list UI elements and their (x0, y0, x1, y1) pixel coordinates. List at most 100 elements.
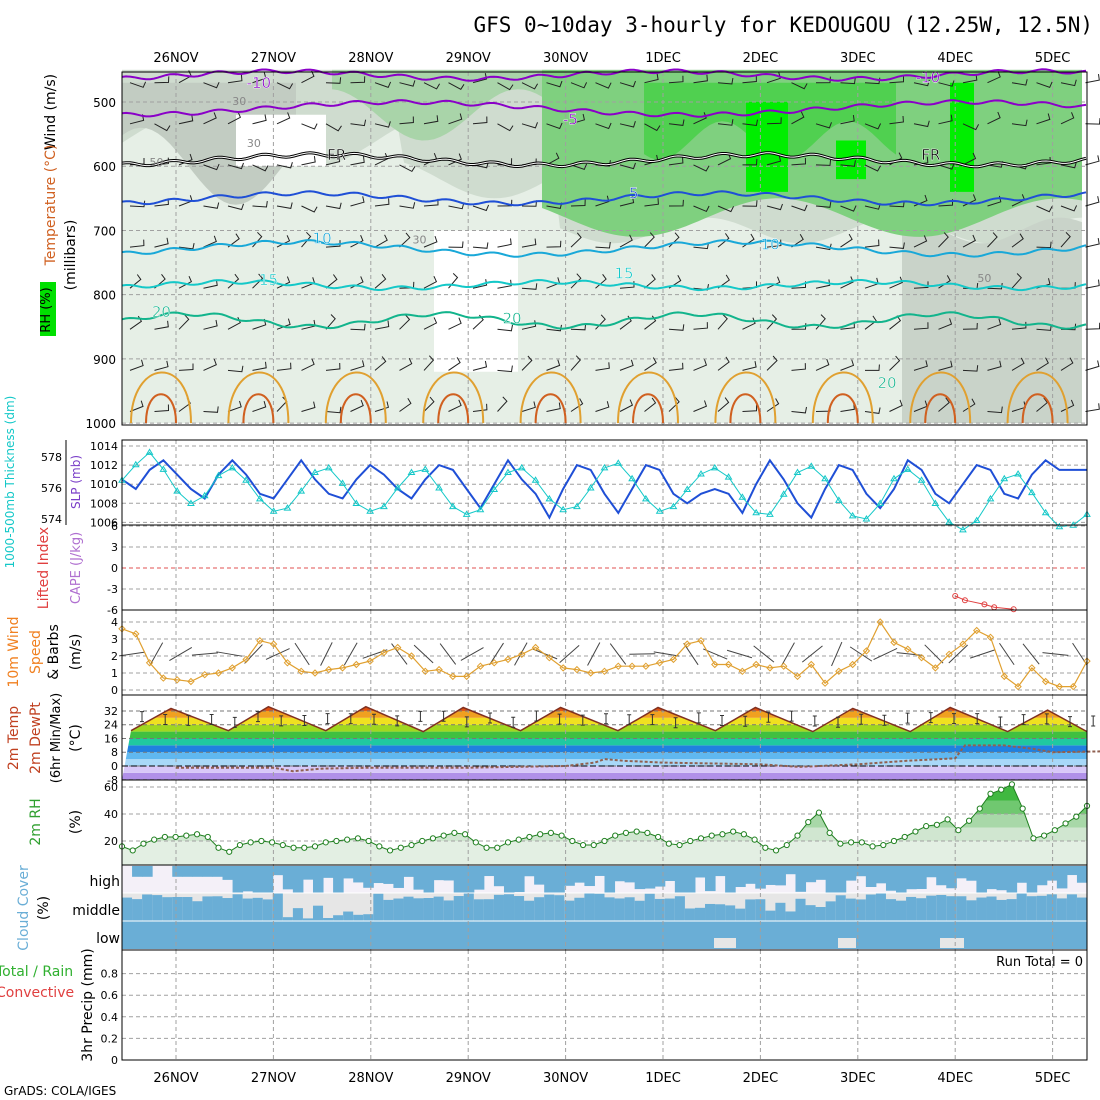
cloud-mid-bar (835, 895, 847, 921)
contour-label: -10 (247, 74, 272, 92)
thickness-marker (228, 463, 237, 471)
cloud-mid-bar (684, 908, 696, 921)
wind-barb (203, 235, 217, 248)
wind-barb (791, 82, 808, 90)
cloud-low-bar (202, 921, 213, 949)
wind-barb (864, 203, 881, 210)
wind-barb (497, 279, 512, 289)
wind-speed-marker (1000, 672, 1008, 681)
cloud-mid-bar (413, 898, 425, 921)
cloud-low-bar (262, 921, 274, 949)
precip-legend-total: Total / Rain (0, 964, 73, 980)
temp-minmax-bar (859, 713, 864, 725)
wind-barb (962, 234, 976, 248)
cloud-mid-bar (433, 896, 445, 921)
wind-speed-marker (173, 676, 181, 684)
cloud-mid-bar (875, 893, 887, 921)
wind-barb (521, 401, 536, 412)
cloud-high-bar (705, 866, 716, 892)
cloud-mid-bar (353, 914, 364, 921)
wind-barb (521, 82, 539, 90)
cloud-low-bar (956, 921, 967, 949)
wind-barb (203, 202, 220, 209)
wind-barb (203, 358, 217, 371)
wind-speed-marker (132, 630, 140, 638)
wind-speed-marker (325, 665, 333, 674)
rh-marker (269, 839, 276, 846)
thickness-marker (586, 484, 595, 491)
rh-marker (687, 837, 694, 845)
wind-barb (129, 359, 144, 371)
ylabel-rh2m-b: (%) (68, 810, 84, 834)
cloud-mid-bar (996, 899, 1008, 921)
precip-tick-label: 0 (111, 1054, 118, 1067)
wind-barb (913, 322, 929, 330)
cloud-high-bar (503, 866, 515, 893)
wind-barb (497, 365, 513, 373)
cloud-high-bar (453, 866, 465, 893)
precip-legend-convective: Convective (0, 985, 74, 1001)
wind-speed-marker (380, 648, 388, 657)
cloud-mid-bg (684, 893, 696, 921)
contour-label: 10 (313, 229, 332, 247)
thickness-marker (283, 504, 292, 511)
thickness-marker (738, 493, 747, 500)
wind-barb (987, 360, 1002, 371)
wind-barb (448, 399, 462, 412)
wind-barb (1036, 241, 1052, 249)
top-date-label: 4DEC (937, 51, 973, 66)
cloud-high-bar (282, 866, 294, 890)
cloud-mid-bg (282, 893, 294, 921)
cloud-mid-bar (896, 900, 907, 921)
cloud-low-bar (544, 921, 555, 949)
cloud-high-bar (654, 866, 666, 887)
surface-wind-barb (609, 643, 627, 665)
cloud-low-bar (684, 921, 696, 949)
wind-barb (1036, 81, 1053, 89)
wind-barb (864, 239, 880, 248)
thickness-marker (793, 468, 802, 475)
cloud-low-bar (242, 921, 254, 949)
wind-barb (325, 77, 342, 84)
wind-speed-marker (683, 640, 691, 648)
cloud-low-bar (584, 921, 595, 949)
rh-tick-label: 40 (104, 808, 118, 821)
surface-wind-barb (781, 642, 795, 666)
rh-marker (236, 841, 244, 849)
wind-barb (203, 112, 217, 125)
surface-wind-barb (896, 652, 923, 656)
thickness-marker (421, 465, 430, 472)
cape-li-panel (122, 525, 1087, 613)
wind-barb (791, 204, 808, 212)
rh-marker (794, 832, 801, 839)
cloud-mid-bar (926, 895, 937, 921)
cloud-mid-bar (674, 896, 686, 921)
surface-wind-barb (726, 649, 753, 659)
thickness-marker (669, 502, 678, 510)
wind-barb (693, 112, 707, 125)
wind-barb (423, 115, 439, 125)
thickness-marker (697, 470, 705, 477)
cloud-mid-bar (393, 898, 404, 921)
thickness-marker (504, 468, 512, 475)
cloud-low-bar (694, 921, 706, 949)
wind-barb (766, 355, 778, 371)
wind-speed-marker (352, 660, 361, 669)
wind-barb (962, 74, 978, 84)
cloud-mid-bar (182, 897, 193, 921)
rh-marker (365, 837, 372, 845)
surface-wind-barb (391, 643, 408, 665)
contour-label: FR (327, 146, 346, 164)
surface-wind-barb (924, 644, 944, 664)
temp-band (122, 745, 1087, 753)
wind-barb (374, 320, 390, 330)
cloud-mid-bar (132, 899, 143, 921)
wind-barb (472, 242, 489, 249)
cloud-mid-bar (946, 896, 957, 921)
cloud-mid-bar (654, 898, 666, 921)
temp-minmax-bar (395, 715, 400, 727)
ylabel-rh: RH (%) (39, 287, 54, 332)
wind-barb (472, 204, 490, 212)
wind-speed-marker (504, 655, 512, 664)
